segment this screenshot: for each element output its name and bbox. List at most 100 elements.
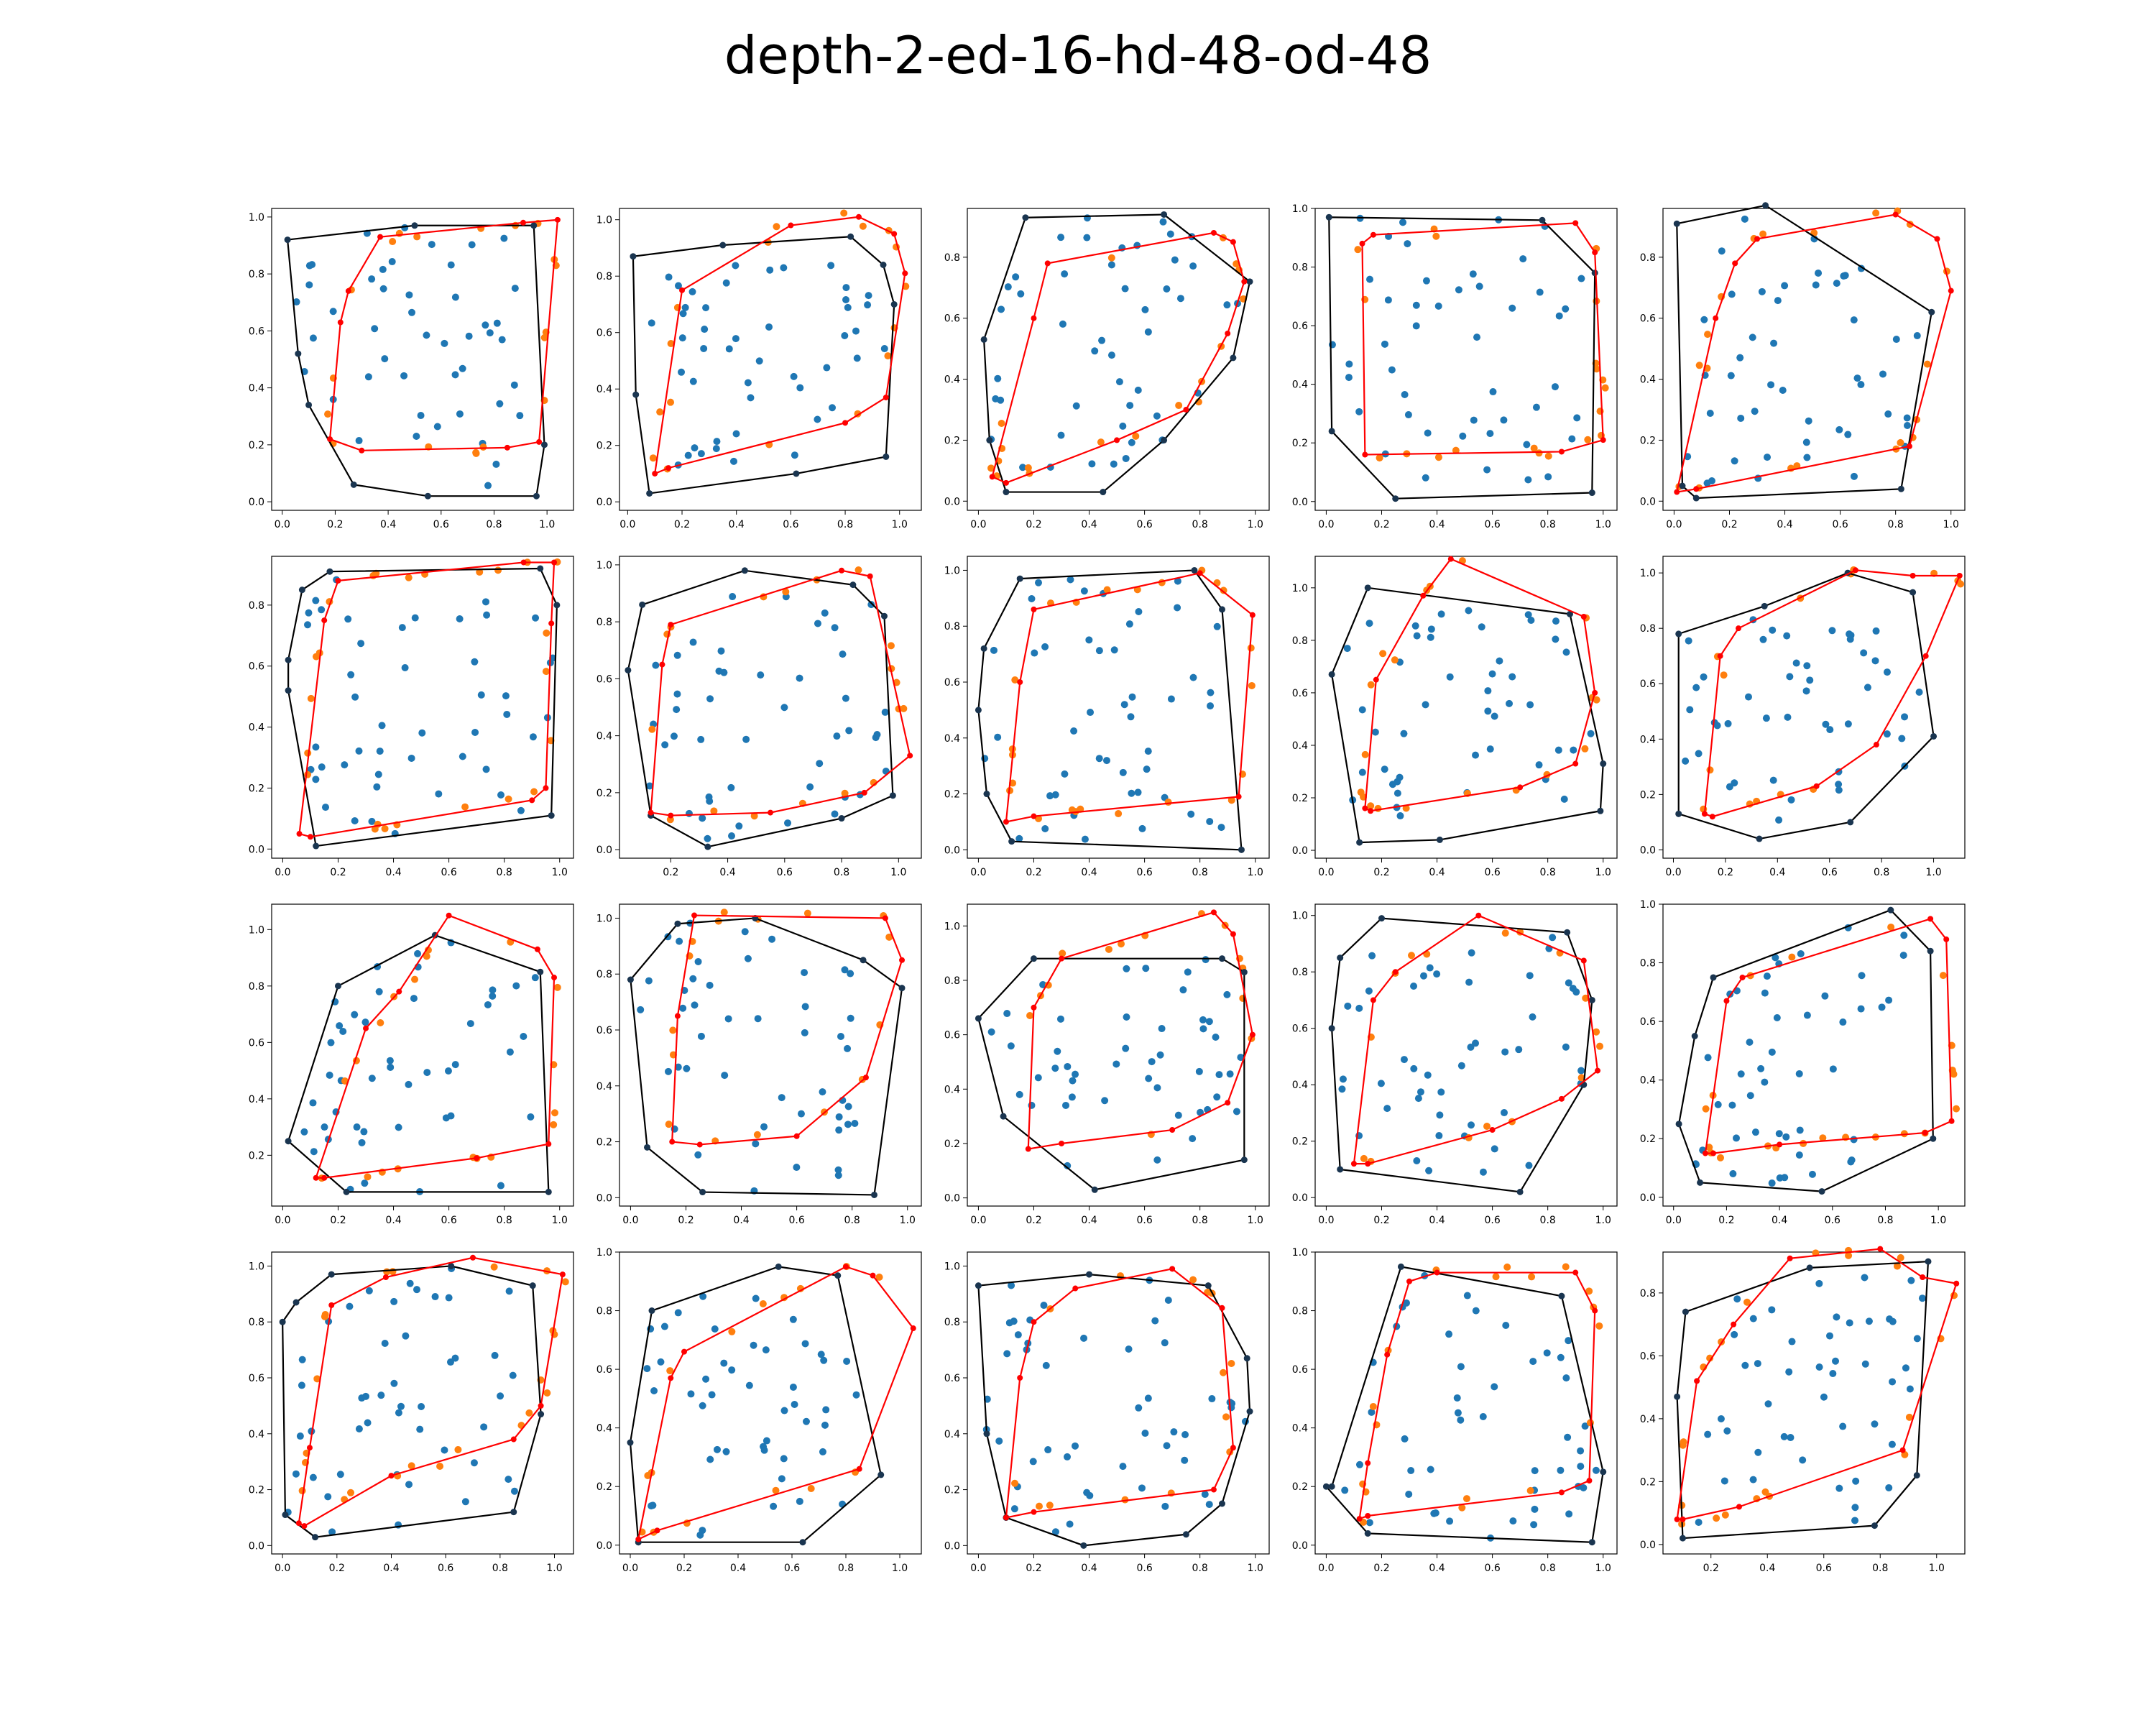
predicted-hull-vertex xyxy=(1031,315,1037,321)
data-point xyxy=(1802,438,1810,446)
predicted-hull-vertex xyxy=(1373,676,1379,683)
x-tick-label: 0.6 xyxy=(1484,867,1500,878)
boundary-point xyxy=(1577,1074,1585,1082)
data-point xyxy=(388,258,396,266)
predicted-hull-line xyxy=(1704,918,1953,1154)
x-tick-label: 0.0 xyxy=(275,867,290,878)
true-hull-vertex xyxy=(877,1471,885,1478)
data-point xyxy=(298,1356,306,1363)
data-point xyxy=(1467,1043,1475,1051)
data-point xyxy=(1174,577,1181,585)
boundary-point xyxy=(728,1328,736,1335)
data-point xyxy=(802,1417,810,1425)
y-tick-label: 1.0 xyxy=(1640,899,1656,911)
true-hull-vertex xyxy=(625,666,632,673)
data-point xyxy=(1565,1337,1572,1345)
data-point xyxy=(729,593,737,601)
true-hull-vertex xyxy=(775,1263,782,1270)
axes-frame xyxy=(271,208,574,511)
boundary-point xyxy=(773,223,780,231)
data-point xyxy=(834,1166,842,1174)
true-hull-vertex xyxy=(880,262,887,269)
data-point xyxy=(689,975,697,983)
x-tick-label: 0.4 xyxy=(1081,519,1097,530)
data-point xyxy=(1555,312,1563,320)
data-point xyxy=(1436,1111,1444,1119)
data-point xyxy=(1525,1162,1533,1169)
data-point xyxy=(1906,1385,1914,1393)
data-point xyxy=(1488,670,1496,678)
true-hull-vertex xyxy=(793,470,800,477)
data-point xyxy=(1207,689,1215,696)
data-point xyxy=(417,412,425,420)
data-point xyxy=(1176,295,1184,303)
data-point xyxy=(1388,366,1396,374)
true-hull-vertex xyxy=(1762,202,1769,209)
boundary-point xyxy=(543,1389,551,1397)
data-point xyxy=(1720,1477,1728,1485)
predicted-hull-vertex xyxy=(327,436,333,442)
boundary-point xyxy=(1220,586,1227,594)
true-hull-vertex xyxy=(1566,610,1573,617)
predicted-hull-vertex xyxy=(520,219,526,226)
data-point xyxy=(1768,1179,1776,1187)
data-point xyxy=(1531,1505,1539,1513)
true-hull-vertex xyxy=(411,222,418,229)
predicted-hull-vertex xyxy=(396,988,402,995)
data-point xyxy=(1769,776,1777,784)
x-tick-label: 0.6 xyxy=(441,1215,456,1226)
predicted-hull-vertex xyxy=(1230,1445,1236,1451)
data-point xyxy=(309,1473,317,1481)
boundary-point xyxy=(782,588,790,596)
predicted-hull-vertex xyxy=(862,1075,869,1081)
data-point xyxy=(1913,332,1921,340)
true-hull-vertex xyxy=(648,1307,655,1315)
data-point xyxy=(1815,1363,1823,1371)
x-tick-label: 1.0 xyxy=(1925,867,1941,878)
y-tick-label: 0.4 xyxy=(596,1423,612,1435)
x-tick-label: 0.4 xyxy=(385,867,401,878)
y-tick-label: 0.6 xyxy=(249,1373,264,1384)
boundary-point xyxy=(1680,1438,1687,1446)
boundary-point xyxy=(1222,1413,1230,1421)
predicted-hull-vertex xyxy=(1365,1512,1371,1519)
true-hull-vertex xyxy=(975,707,982,714)
data-point xyxy=(423,1069,431,1077)
true-hull-vertex xyxy=(1204,1282,1212,1289)
data-point xyxy=(691,444,699,452)
boundary-point xyxy=(649,454,657,462)
predicted-hull-vertex xyxy=(674,1013,681,1019)
data-point xyxy=(665,273,673,281)
true-hull-vertex xyxy=(704,843,711,850)
data-point xyxy=(1223,301,1231,309)
x-tick-label: 0.2 xyxy=(1026,1563,1041,1574)
boundary-point xyxy=(525,1409,533,1417)
true-hull-vertex xyxy=(1218,606,1225,613)
predicted-hull-vertex xyxy=(554,216,561,223)
data-point xyxy=(1768,1306,1776,1314)
data-point xyxy=(1355,408,1363,415)
subplot-6: 0.0 0.2 0.4 0.6 0.8 1.00.00.20.40.60.8 xyxy=(249,556,574,878)
data-point xyxy=(466,1020,474,1028)
data-point xyxy=(1758,288,1766,295)
true-hull-vertex xyxy=(1756,835,1763,842)
data-point xyxy=(1110,646,1118,654)
data-point xyxy=(699,1527,706,1535)
data-point xyxy=(744,954,752,962)
boundary-point xyxy=(1402,804,1410,812)
predicted-hull-vertex xyxy=(559,1271,566,1278)
y-tick-label: 0.0 xyxy=(944,496,960,507)
y-tick-label: 0.6 xyxy=(1640,313,1656,325)
data-point xyxy=(1770,339,1778,347)
data-point xyxy=(1446,1517,1454,1525)
y-tick-label: 0.2 xyxy=(1292,438,1308,449)
data-point xyxy=(1123,1013,1130,1021)
data-point xyxy=(1535,761,1543,769)
data-point xyxy=(465,332,473,340)
predicted-hull-vertex xyxy=(654,1527,660,1534)
data-point xyxy=(1821,992,1829,1000)
boundary-point xyxy=(1097,438,1105,446)
data-point xyxy=(1860,649,1868,657)
predicted-hull-vertex xyxy=(1956,572,1963,579)
true-hull-vertex xyxy=(639,601,646,608)
